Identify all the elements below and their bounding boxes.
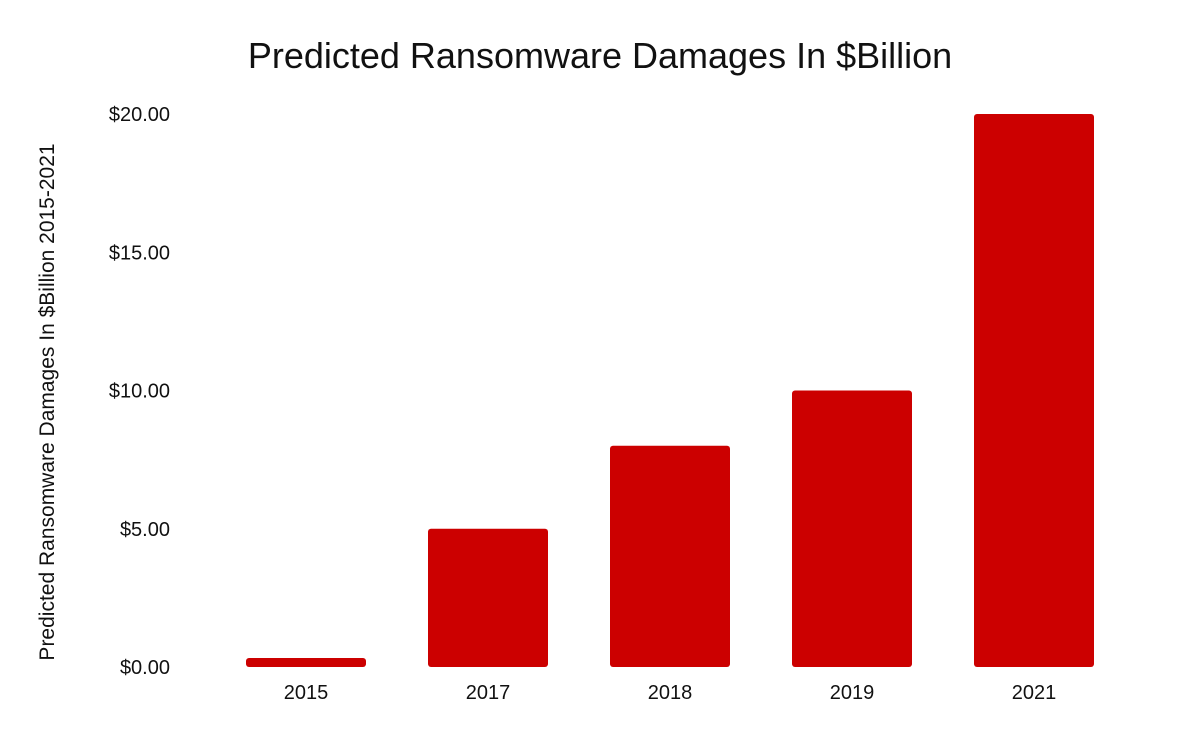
bar-2015 xyxy=(246,658,366,667)
bar-2018 xyxy=(610,445,730,667)
x-tick-label: 2019 xyxy=(830,682,875,704)
x-tick-label: 2015 xyxy=(284,682,329,704)
bar-2019 xyxy=(792,390,912,667)
y-tick-label: $20.00 xyxy=(109,104,170,126)
x-tick-label: 2017 xyxy=(466,682,511,704)
y-tick-label: $15.00 xyxy=(109,242,170,264)
bar-2017 xyxy=(428,528,548,667)
y-axis-ticks: $0.00 $5.00 $10.00 $15.00 $20.00 xyxy=(109,104,170,679)
x-tick-label: 2021 xyxy=(1012,682,1057,704)
x-axis-ticks: 2015 2017 2018 2019 2021 xyxy=(284,682,1057,704)
y-tick-label: $0.00 xyxy=(120,657,170,679)
x-tick-label: 2018 xyxy=(648,682,693,704)
y-axis-label: Predicted Ransomware Damages In $Billion… xyxy=(36,143,59,660)
bar-2021 xyxy=(974,114,1094,667)
chart-title: Predicted Ransomware Damages In $Billion xyxy=(248,35,952,76)
y-tick-label: $5.00 xyxy=(120,519,170,541)
y-tick-label: $10.00 xyxy=(109,381,170,403)
bars xyxy=(246,114,1094,667)
